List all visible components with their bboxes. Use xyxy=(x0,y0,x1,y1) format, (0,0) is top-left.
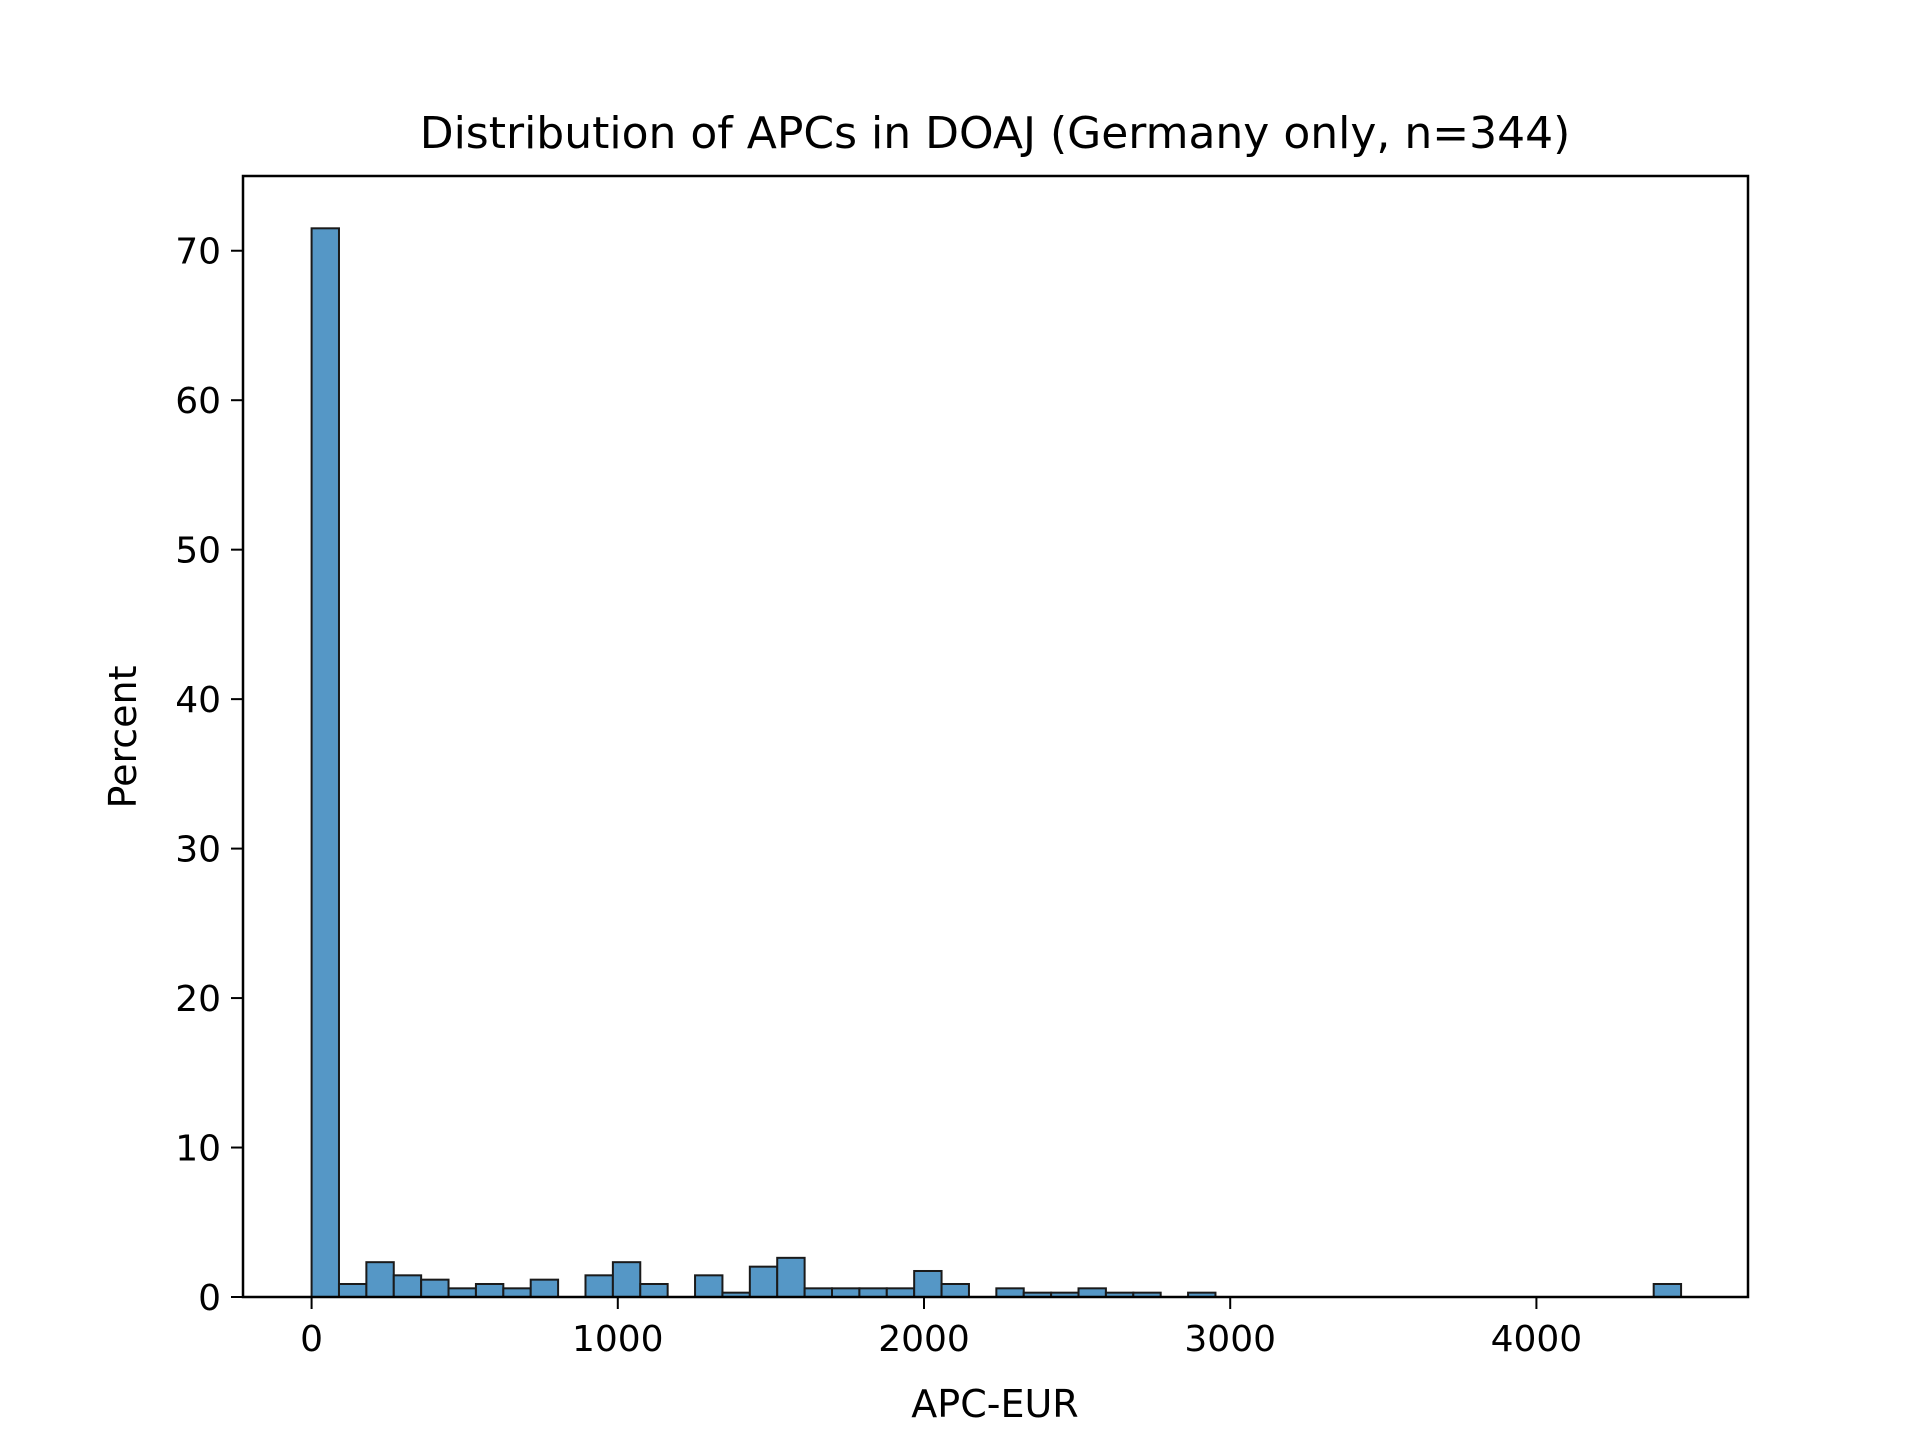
histogram-bar xyxy=(584,1274,614,1299)
histogram-bar xyxy=(611,1261,642,1299)
histogram-bar xyxy=(858,1287,888,1298)
histogram-bar xyxy=(1652,1282,1683,1299)
x-tick-label: 2000 xyxy=(878,1319,970,1360)
x-axis-label: APC-EUR xyxy=(911,1382,1078,1426)
histogram-bar xyxy=(337,1282,368,1299)
histogram-bar xyxy=(803,1287,834,1298)
histogram-bar xyxy=(447,1287,477,1298)
histogram-bar xyxy=(392,1274,423,1299)
histogram-bar xyxy=(885,1287,916,1298)
y-axis: 0 10 20 30 40 50 60 70 xyxy=(175,232,243,1319)
histogram-bar xyxy=(474,1282,505,1299)
histogram-bar xyxy=(995,1287,1025,1298)
histogram-bar xyxy=(365,1261,395,1299)
histogram-bar xyxy=(310,227,340,1298)
histogram-bar xyxy=(420,1278,450,1298)
plot-frame xyxy=(241,174,1750,1299)
x-tick-label: 3000 xyxy=(1184,1319,1276,1360)
y-tick-label: 50 xyxy=(175,531,221,572)
x-tick-label: 1000 xyxy=(572,1319,664,1360)
y-tick-label: 30 xyxy=(175,830,221,871)
y-tick-label: 40 xyxy=(175,680,221,721)
chart-title: Distribution of APCs in DOAJ (Germany on… xyxy=(420,108,1571,159)
histogram-bar xyxy=(1077,1287,1107,1298)
y-tick-label: 60 xyxy=(175,381,221,422)
histogram-bar xyxy=(502,1287,532,1298)
histogram-bar xyxy=(529,1278,560,1298)
histogram-bar xyxy=(940,1282,970,1299)
histogram-bar xyxy=(694,1274,724,1299)
histogram-bar xyxy=(831,1287,861,1298)
y-tick-label: 20 xyxy=(175,979,221,1020)
histogram-bar xyxy=(748,1265,779,1299)
histogram-bar xyxy=(639,1282,669,1299)
histogram-bar xyxy=(913,1269,943,1298)
x-tick-label: 4000 xyxy=(1491,1319,1583,1360)
y-tick-label: 0 xyxy=(198,1278,221,1319)
y-axis-label: Percent xyxy=(101,666,145,809)
y-tick-label: 10 xyxy=(175,1129,221,1170)
bars-group xyxy=(310,227,1683,1299)
x-tick-label: 0 xyxy=(300,1319,323,1360)
histogram-bar xyxy=(776,1256,806,1298)
y-tick-label: 70 xyxy=(175,232,221,273)
x-axis: 0 1000 2000 3000 4000 xyxy=(300,1297,1582,1360)
